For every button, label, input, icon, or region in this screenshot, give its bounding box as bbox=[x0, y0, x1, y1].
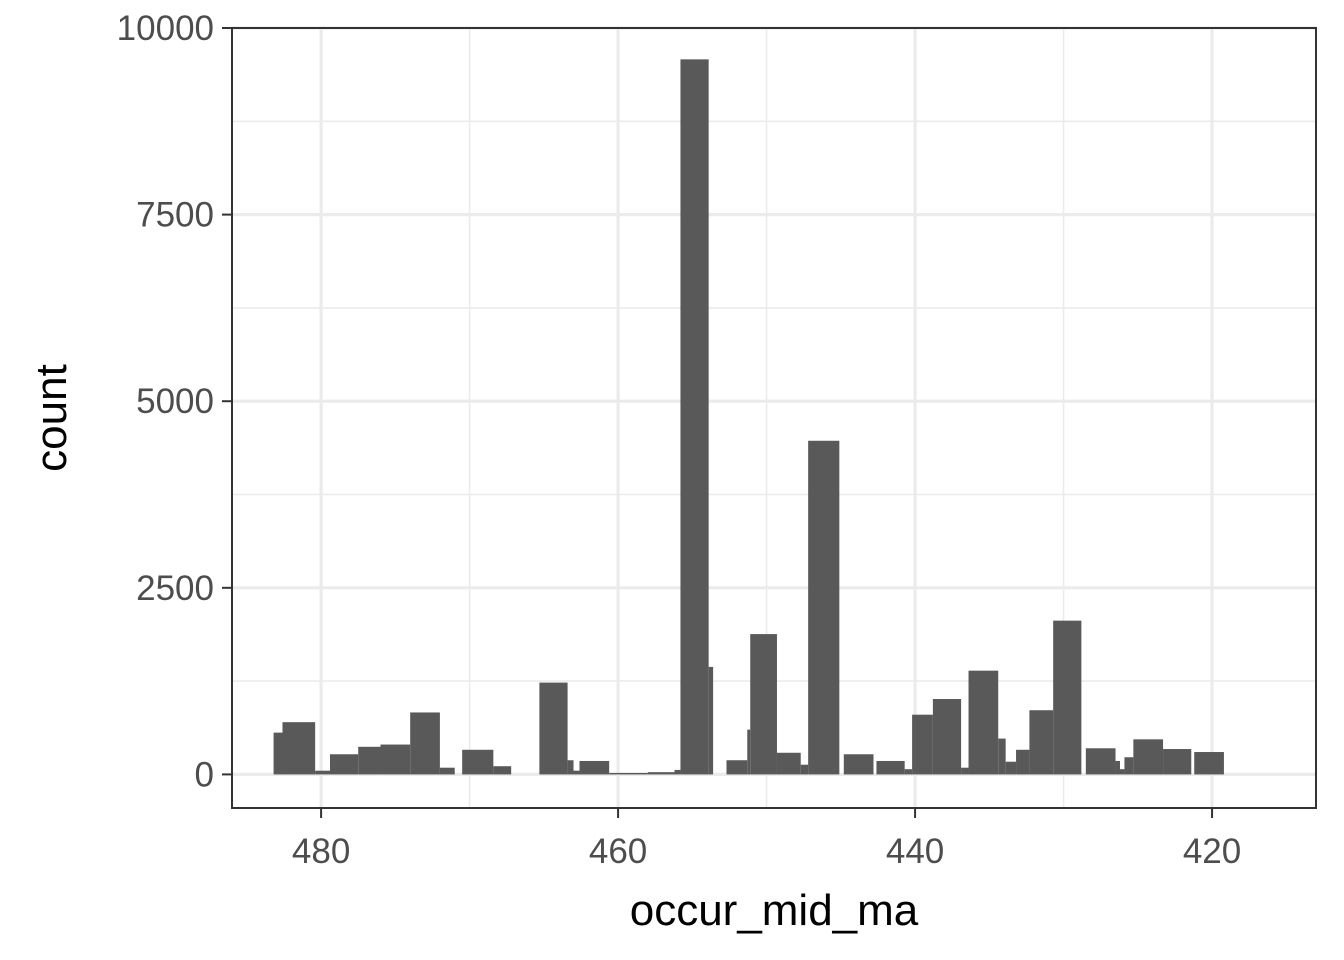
histogram-bar bbox=[876, 760, 905, 775]
histogram-bar bbox=[1016, 749, 1030, 775]
histogram-bar bbox=[1115, 760, 1120, 775]
y-tick-label: 5000 bbox=[136, 382, 214, 421]
histogram-bar bbox=[315, 770, 331, 775]
histogram-bar bbox=[493, 766, 512, 775]
histogram-bar bbox=[439, 767, 455, 775]
histogram-bar bbox=[968, 670, 999, 775]
x-tick-label: 420 bbox=[1183, 832, 1241, 871]
histogram-bar bbox=[380, 744, 411, 775]
histogram-bar bbox=[1194, 752, 1224, 775]
histogram-bar bbox=[912, 714, 933, 775]
histogram-bar bbox=[1119, 769, 1125, 775]
histogram-bar bbox=[680, 59, 709, 775]
histogram-bar bbox=[961, 767, 969, 775]
histogram-bar bbox=[539, 682, 568, 775]
histogram-bar bbox=[462, 749, 494, 775]
x-axis: 480 460 440 420 bbox=[292, 808, 1241, 871]
panel-border bbox=[231, 27, 1317, 809]
histogram-bar bbox=[609, 772, 648, 775]
y-tick-label: 2500 bbox=[136, 569, 214, 608]
histogram-bar bbox=[998, 738, 1006, 775]
bars bbox=[273, 59, 1224, 775]
histogram-bar bbox=[282, 722, 316, 775]
x-axis-title: occur_mid_ma bbox=[630, 886, 919, 935]
histogram-bar bbox=[1053, 620, 1082, 775]
histogram-bar bbox=[1085, 748, 1116, 775]
y-tick-label: 0 bbox=[195, 755, 214, 794]
histogram-bar bbox=[573, 770, 580, 775]
histogram-bar bbox=[330, 754, 359, 775]
histogram-bar bbox=[747, 729, 751, 775]
histogram-bar bbox=[708, 666, 714, 775]
histogram-bar bbox=[567, 760, 574, 775]
histogram-bar bbox=[674, 769, 681, 775]
x-tick-label: 480 bbox=[292, 832, 350, 871]
histogram-bar bbox=[358, 746, 381, 775]
histogram-bar bbox=[932, 699, 962, 775]
histogram-bar bbox=[776, 752, 801, 775]
histogram-bar bbox=[273, 732, 283, 775]
histogram-bar bbox=[800, 764, 809, 775]
histogram-bar bbox=[1029, 710, 1054, 775]
histogram-bar bbox=[1163, 749, 1192, 775]
y-axis-title: count bbox=[27, 364, 76, 472]
x-tick-label: 460 bbox=[589, 832, 647, 871]
histogram-bar bbox=[579, 760, 610, 775]
histogram-bar bbox=[647, 772, 675, 775]
histogram-bar bbox=[1124, 757, 1134, 775]
histogram-bar bbox=[1005, 761, 1017, 775]
histogram-bar bbox=[843, 754, 874, 775]
histogram-bar bbox=[726, 760, 748, 775]
histogram-bar bbox=[410, 712, 440, 775]
y-tick-label: 10000 bbox=[117, 9, 214, 48]
histogram-bar bbox=[904, 769, 913, 775]
histogram-bar bbox=[750, 634, 777, 775]
histogram-bar bbox=[1133, 739, 1164, 775]
histogram-bar bbox=[808, 440, 840, 775]
y-tick-label: 7500 bbox=[136, 196, 214, 235]
x-tick-label: 440 bbox=[886, 832, 944, 871]
y-axis: 0 2500 5000 7500 10000 bbox=[117, 9, 232, 794]
